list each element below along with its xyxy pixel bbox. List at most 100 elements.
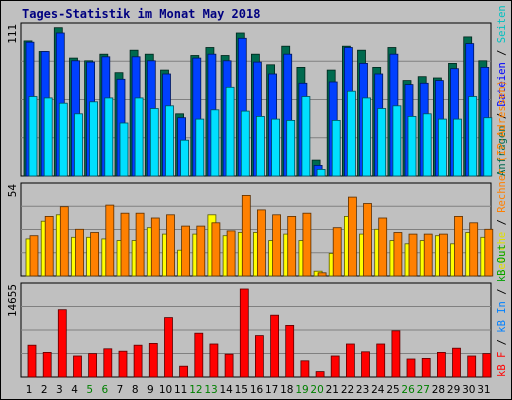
bar-visits-rechner-day-15 [241, 194, 251, 277]
bar-kbytes-kb-day-4 [73, 355, 82, 378]
x-tick-label-day-4: 4 [71, 384, 78, 396]
bar-visits-rechner-day-21 [332, 227, 342, 277]
bar-hits-seiten-day-24 [377, 108, 387, 177]
x-tick-label-day-27: 27 [417, 384, 430, 396]
bar-visits-rechner-day-6 [105, 204, 115, 277]
bar-hits-seiten-day-10 [165, 105, 174, 177]
bar-hits-seiten-day-1 [28, 96, 38, 177]
bar-hits-seiten-day-21 [331, 120, 341, 177]
bar-hits-seiten-day-13 [210, 109, 220, 177]
bar-visits-rechner-day-17 [272, 214, 282, 277]
bar-hits-seiten-day-22 [346, 90, 356, 177]
bar-kbytes-kb-day-6 [103, 348, 113, 378]
x-tick-label-day-5: 5 [86, 384, 93, 396]
bar-kbytes-kb-day-11 [179, 365, 189, 378]
bar-kbytes-kb-day-8 [133, 344, 143, 378]
bar-kbytes-kb-day-1 [27, 344, 37, 378]
x-tick-label-day-20: 20 [310, 384, 323, 396]
x-tick-label-day-29: 29 [447, 384, 460, 396]
bar-hits-seiten-day-16 [255, 116, 265, 177]
bar-visits-rechner-day-5 [90, 232, 99, 277]
bar-kbytes-kb-day-2 [42, 351, 52, 378]
bar-visits-rechner-day-23 [363, 203, 372, 277]
bar-kbytes-kb-day-21 [330, 355, 340, 378]
x-tick-label-day-16: 16 [250, 384, 264, 396]
bar-visits-rechner-day-10 [166, 214, 175, 277]
x-tick-label-day-2: 2 [41, 384, 48, 396]
x-tick-label-day-8: 8 [132, 384, 139, 396]
x-tick-label-day-22: 22 [341, 384, 354, 396]
bar-hits-seiten-day-25 [392, 105, 402, 177]
bar-visits-rechner-day-12 [196, 225, 206, 277]
bar-hits-seiten-day-14 [225, 86, 235, 177]
bar-hits-seiten-day-28 [437, 118, 447, 177]
bar-visits-rechner-day-30 [469, 222, 479, 277]
bar-visits-rechner-day-18 [287, 215, 297, 277]
panel-kbytes: 14655 [6, 282, 492, 378]
bar-visits-rechner-day-28 [438, 233, 448, 277]
bar-visits-rechner-day-20 [317, 272, 327, 277]
bar-kbytes-kb-day-20 [315, 371, 325, 378]
bar-visits-rechner-day-11 [181, 225, 191, 277]
x-tick-label-day-18: 18 [280, 384, 293, 396]
bar-kbytes-kb-day-22 [345, 343, 355, 378]
bar-kbytes-kb-day-3 [57, 309, 67, 378]
bar-kbytes-kb-day-19 [300, 360, 310, 378]
bar-visits-rechner-day-4 [75, 228, 84, 277]
bar-visits-rechner-day-8 [135, 212, 145, 277]
bar-hits-seiten-day-12 [195, 118, 205, 177]
bar-kbytes-kb-day-27 [421, 357, 431, 378]
bar-kbytes-kb-day-9 [148, 342, 158, 378]
y-max-label-kbytes: 14655 [6, 284, 19, 317]
bar-visits-rechner-day-13 [211, 222, 221, 277]
bar-kbytes-kb-day-30 [467, 355, 477, 378]
x-tick-label-day-6: 6 [102, 384, 109, 396]
bar-kbytes-kb-day-10 [164, 317, 173, 378]
bar-visits-rechner-day-14 [226, 230, 236, 277]
y-max-label-hits: 111 [6, 24, 19, 44]
legend-kbytes: kB F / kB In / kB Out [496, 244, 508, 377]
bar-hits-seiten-day-29 [453, 118, 462, 177]
legend-kbytes-part-4: kB Out [496, 244, 508, 282]
bar-kbytes-kb-day-18 [285, 324, 295, 378]
bar-visits-rechner-day-26 [408, 233, 418, 277]
bar-hits-seiten-day-26 [407, 116, 417, 177]
bar-hits-seiten-day-11 [180, 139, 190, 177]
bar-visits-rechner-day-24 [378, 217, 388, 277]
chart-title: Tages-Statistik im Monat May 2018 [22, 7, 261, 21]
x-tick-label-day-15: 15 [235, 384, 248, 396]
bar-kbytes-kb-day-15 [239, 288, 249, 378]
bar-hits-seiten-day-8 [134, 97, 144, 177]
bar-visits-rechner-day-31 [484, 228, 494, 277]
x-tick-label-day-10: 10 [159, 384, 172, 396]
legend-hits-part-0: Anfragen [496, 125, 508, 176]
x-tick-label-day-14: 14 [220, 384, 234, 396]
bar-kbytes-kb-day-17 [270, 314, 280, 378]
x-tick-label-day-3: 3 [56, 384, 63, 396]
bar-hits-seiten-day-19 [301, 96, 311, 177]
bar-hits-seiten-day-30 [468, 96, 478, 177]
legend-hits-part-4: Seiten [496, 5, 508, 43]
x-tick-label-day-1: 1 [26, 384, 33, 396]
bar-visits-rechner-day-27 [423, 233, 433, 277]
bar-visits-rechner-day-2 [44, 215, 54, 277]
bar-hits-seiten-day-31 [483, 117, 493, 177]
bar-visits-rechner-day-9 [150, 217, 160, 277]
legend-visits-part-0: Besuche [496, 232, 508, 276]
x-tick-label-day-28: 28 [432, 384, 445, 396]
bar-kbytes-kb-day-14 [224, 353, 234, 378]
bar-kbytes-kb-day-25 [391, 330, 401, 378]
x-tick-label-day-30: 30 [462, 384, 475, 396]
x-tick-label-day-11: 11 [174, 384, 187, 396]
x-tick-label-day-12: 12 [189, 384, 202, 396]
bar-kbytes-kb-day-28 [436, 351, 446, 378]
bar-visits-rechner-day-19 [302, 212, 312, 277]
bar-kbytes-kb-day-5 [88, 353, 97, 378]
bar-kbytes-kb-day-23 [361, 351, 370, 378]
panel-visits: 54 [6, 182, 494, 277]
bar-kbytes-kb-day-13 [209, 343, 219, 378]
x-tick-label-day-24: 24 [371, 384, 385, 396]
bar-hits-seiten-day-15 [240, 110, 250, 177]
bar-visits-rechner-day-16 [256, 209, 266, 277]
